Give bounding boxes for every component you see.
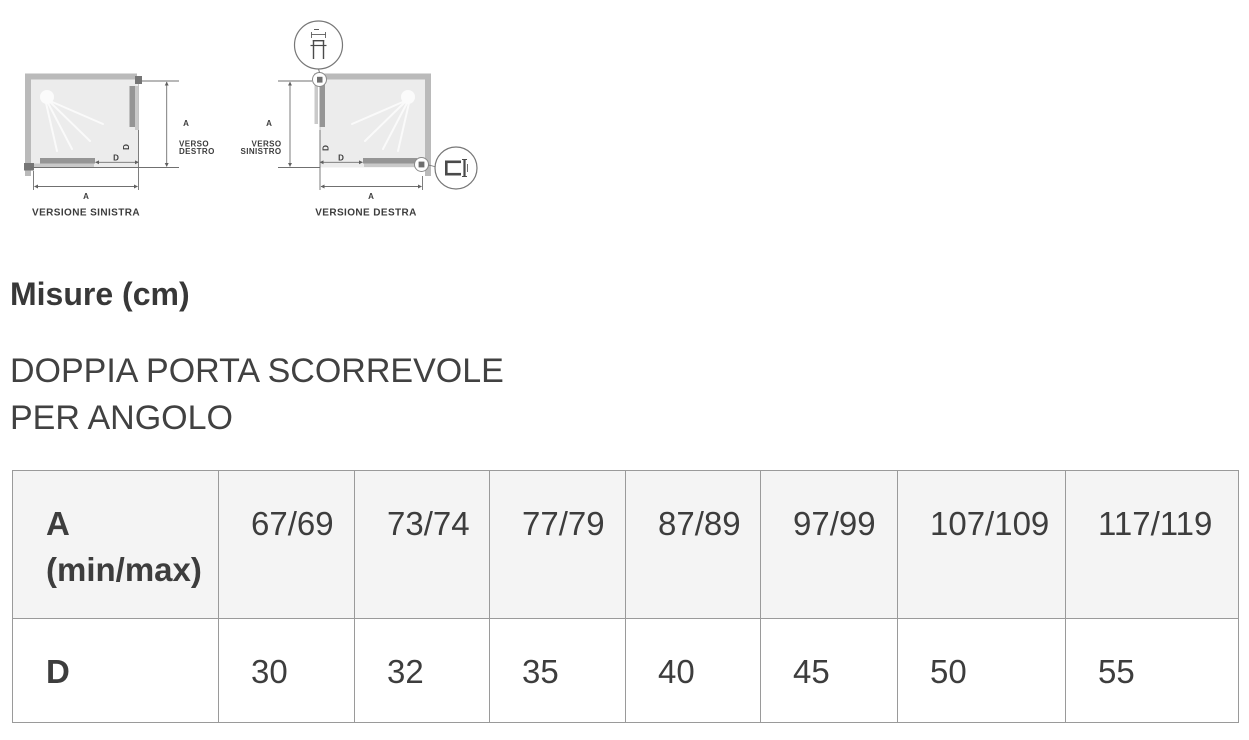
table-row-a: A (min/max) 67/69 73/74 77/79 87/89 97/9… — [12, 470, 1239, 619]
direction-label-line2: DESTRO — [179, 147, 215, 156]
rail-profile-detail-icon — [434, 146, 478, 190]
table-cell: 40 — [625, 618, 761, 723]
dim-d-label: D — [338, 154, 344, 163]
profile-anchor-top — [312, 72, 327, 87]
table-cell: 67/69 — [218, 470, 355, 619]
table-cell: 55 — [1065, 618, 1239, 723]
table-cell: 73/74 — [354, 470, 490, 619]
wall-left — [25, 73, 31, 176]
diagram-right: A VERSO SINISTRO D D A VERSIONE DESTRA — [241, 20, 478, 219]
table-cell: 87/89 — [625, 470, 761, 619]
direction-label-line1: VERSO — [179, 140, 209, 149]
row-header-d: D — [12, 618, 219, 723]
wall-profile-square-top — [135, 76, 142, 84]
sliding-door-vertical — [319, 83, 325, 127]
diagram-left: A VERSO DESTRO D D A VERSIONE SINISTRA — [24, 73, 215, 219]
table-cell: 77/79 — [489, 470, 626, 619]
diagram-caption-right: VERSIONE DESTRA — [315, 208, 417, 219]
profile-anchor-bottom — [414, 157, 429, 172]
table-row-d: D 30 32 35 40 45 50 55 — [12, 618, 1239, 723]
fixed-panel-vertical — [314, 84, 318, 124]
technical-diagrams: A VERSO DESTRO D D A VERSIONE SINISTRA — [24, 20, 478, 219]
sliding-door-horizontal — [363, 158, 417, 164]
wall-profile-detail-icon — [293, 20, 344, 70]
table-cell: 117/119 — [1065, 470, 1239, 619]
wall-right — [425, 73, 431, 176]
row-header-a: A (min/max) — [12, 470, 219, 619]
table-cell: 30 — [218, 618, 355, 723]
dim-d-rotated-label: D — [122, 144, 131, 150]
wall-top — [25, 73, 137, 80]
wall-profile-square-left — [24, 163, 34, 171]
fixed-panel-horizontal — [364, 163, 419, 167]
product-subtitle: DOPPIA PORTA SCORREVOLE PER ANGOLO — [10, 352, 504, 437]
sliding-door-vertical — [129, 86, 135, 127]
dim-d-label: D — [113, 154, 119, 163]
sliding-door-horizontal — [40, 158, 95, 164]
shower-head-icon — [351, 90, 415, 152]
fixed-panel-horizontal — [28, 163, 94, 167]
table-cell: 45 — [760, 618, 898, 723]
table-cell: 97/99 — [760, 470, 898, 619]
dim-a-side-label: A — [183, 119, 189, 128]
dim-a-side-label: A — [266, 119, 272, 128]
diagram-caption-left: VERSIONE SINISTRA — [32, 208, 140, 219]
section-title: Misure (cm) — [10, 276, 190, 312]
table-cell: 35 — [489, 618, 626, 723]
wall-top — [314, 73, 431, 80]
direction-label-line1: VERSO — [251, 140, 281, 149]
table-cell: 107/109 — [897, 470, 1066, 619]
fixed-panel-vertical — [135, 86, 139, 130]
dim-a-bottom-label: A — [368, 192, 374, 201]
dim-a-bottom-label: A — [83, 192, 89, 201]
dim-d-rotated-label: D — [322, 145, 331, 151]
direction-label-line2: SINISTRO — [241, 147, 282, 156]
table-cell: 32 — [354, 618, 490, 723]
measures-table: A (min/max) 67/69 73/74 77/79 87/89 97/9… — [12, 470, 1239, 723]
shower-head-icon — [40, 90, 104, 152]
table-cell: 50 — [897, 618, 1066, 723]
